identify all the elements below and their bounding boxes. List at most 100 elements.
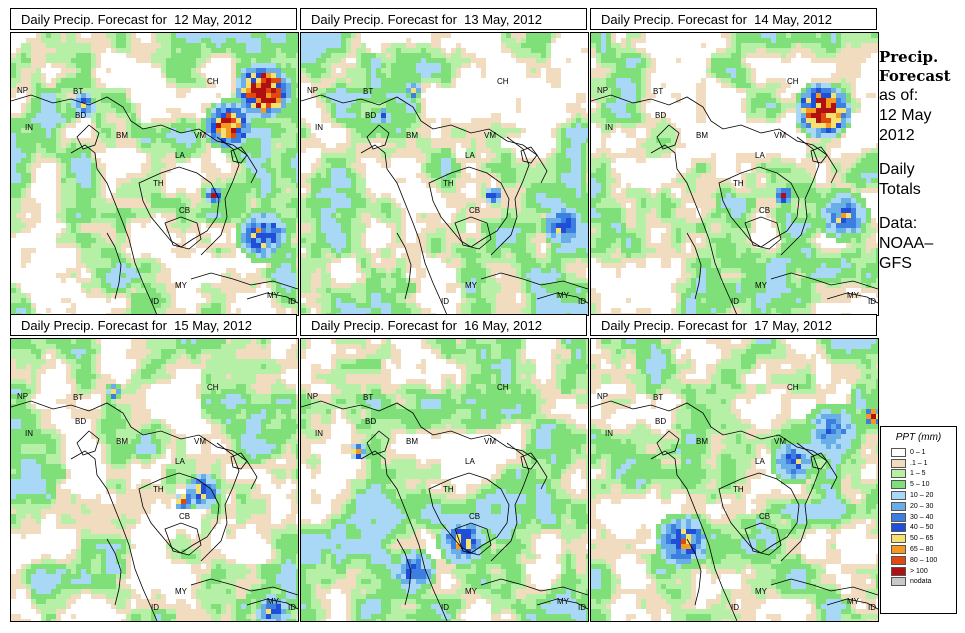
label-my-east: MY (847, 291, 860, 300)
precip-map-canvas: NP BT BD IN BM CH VM LA TH CB MY ID MY ID (591, 33, 878, 315)
label-vm: VM (774, 131, 786, 140)
legend-swatch (891, 480, 906, 489)
legend-swatch (891, 523, 906, 532)
label-in: IN (315, 429, 323, 438)
legend-swatch (891, 459, 906, 468)
label-bd: BD (365, 417, 376, 426)
label-bm: BM (406, 437, 418, 446)
label-np: NP (307, 392, 318, 401)
label-id: ID (731, 603, 739, 612)
label-in: IN (25, 429, 33, 438)
caption-heading-line-2: Forecast (879, 67, 963, 86)
caption-date-line-1: 12 May (879, 106, 963, 126)
label-np: NP (307, 86, 318, 95)
legend-item: 40 – 50 (881, 523, 956, 534)
legend-label: 10 – 20 (910, 491, 933, 500)
label-bt: BT (73, 393, 83, 402)
panel-title: Daily Precip. Forecast for 12 May, 2012 (10, 8, 297, 30)
legend-swatch (891, 545, 906, 554)
legend-label: nodata (910, 577, 931, 586)
label-cb: CB (179, 512, 190, 521)
label-my: MY (465, 281, 478, 290)
label-bm: BM (116, 131, 128, 140)
label-la: LA (175, 457, 185, 466)
precip-field (591, 339, 878, 621)
label-ch: CH (207, 383, 219, 392)
legend-swatch (891, 556, 906, 565)
legend-swatch (891, 469, 906, 478)
precip-map-canvas: NP BT BD IN BM CH VM LA TH CB MY ID MY ID (11, 33, 298, 315)
label-bd: BD (655, 111, 666, 120)
forecast-panel-6: Daily Precip. Forecast for 17 May, 2012 … (590, 314, 879, 622)
precip-field (301, 33, 588, 315)
label-th: TH (153, 179, 164, 188)
legend-swatch (891, 567, 906, 576)
label-cb: CB (469, 206, 480, 215)
legend-label: 50 – 65 (910, 534, 933, 543)
caption-totals-line-2: Totals (879, 180, 963, 200)
label-la: LA (465, 457, 475, 466)
label-cb: CB (759, 512, 770, 521)
caption-data-line-2: NOAA– (879, 234, 963, 254)
caption-totals-line-1: Daily (879, 160, 963, 180)
label-in: IN (25, 123, 33, 132)
legend-item: 80 – 100 (881, 555, 956, 566)
legend-item: 0 – 1 (881, 447, 956, 458)
label-bm: BM (696, 131, 708, 140)
label-ch: CH (787, 77, 799, 86)
label-id: ID (151, 297, 159, 306)
label-my: MY (465, 587, 478, 596)
caption-asof: as of: (879, 86, 963, 106)
label-id-east: ID (288, 603, 296, 612)
label-id-east: ID (288, 297, 296, 306)
label-id: ID (441, 603, 449, 612)
label-my: MY (755, 587, 768, 596)
legend-label: 80 – 100 (910, 556, 937, 565)
label-la: LA (465, 151, 475, 160)
label-la: LA (175, 151, 185, 160)
label-my-east: MY (267, 291, 280, 300)
precip-field (301, 339, 588, 621)
legend-label: 30 – 40 (910, 513, 933, 522)
label-ch: CH (787, 383, 799, 392)
legend-swatch (891, 448, 906, 457)
label-id-east: ID (868, 297, 876, 306)
label-bt: BT (653, 87, 663, 96)
label-my: MY (175, 281, 188, 290)
precip-field (11, 339, 298, 621)
label-np: NP (17, 392, 28, 401)
legend-swatch (891, 502, 906, 511)
legend-item: 20 – 30 (881, 501, 956, 512)
label-vm: VM (194, 437, 206, 446)
precip-map-canvas: NP BT BD IN BM CH VM LA TH CB MY ID MY ID (11, 339, 298, 621)
legend-item: 65 – 80 (881, 544, 956, 555)
label-my-east: MY (557, 597, 570, 606)
label-th: TH (443, 485, 454, 494)
label-bd: BD (655, 417, 666, 426)
forecast-panel-3: Daily Precip. Forecast for 14 May, 2012 … (590, 8, 879, 316)
label-in: IN (605, 429, 613, 438)
label-th: TH (443, 179, 454, 188)
legend-label: 65 – 80 (910, 545, 933, 554)
label-vm: VM (774, 437, 786, 446)
label-id: ID (151, 603, 159, 612)
ppt-legend: PPT (mm) 0 – 1.1 – 11 – 55 – 10 10 – 20 20… (880, 426, 957, 614)
label-in: IN (605, 123, 613, 132)
label-bt: BT (363, 393, 373, 402)
panel-title: Daily Precip. Forecast for 15 May, 2012 (10, 314, 297, 336)
label-my: MY (175, 587, 188, 596)
forecast-panel-1: Daily Precip. Forecast for 12 May, 2012 … (10, 8, 299, 316)
label-th: TH (153, 485, 164, 494)
label-bm: BM (696, 437, 708, 446)
label-bd: BD (75, 111, 86, 120)
side-caption: Precip. Forecast as of: 12 May 2012 Dail… (879, 48, 963, 274)
label-la: LA (755, 151, 765, 160)
precip-field (591, 33, 878, 315)
legend-item: nodata (881, 577, 956, 588)
label-vm: VM (484, 131, 496, 140)
legend-swatch (891, 491, 906, 500)
legend-label: 5 – 10 (910, 480, 929, 489)
legend-swatch (891, 577, 906, 586)
label-ch: CH (497, 383, 509, 392)
panel-title: Daily Precip. Forecast for 16 May, 2012 (300, 314, 587, 336)
